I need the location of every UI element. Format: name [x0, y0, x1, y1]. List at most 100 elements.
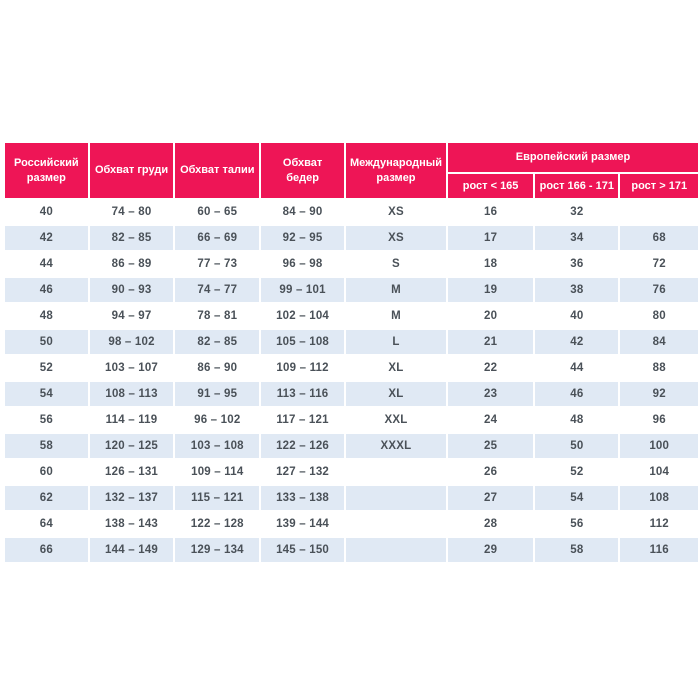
table-cell: 22	[447, 356, 534, 380]
table-cell: 40	[535, 304, 619, 328]
table-row: 50 98 – 102 82 – 85 105 – 108 L 21 42 84	[5, 330, 698, 354]
table-cell: 114 – 119	[89, 408, 174, 432]
table-row: 58 120 – 125 103 – 108 122 – 126 XXXL 25 50 100	[5, 434, 698, 458]
table-cell: 19	[447, 278, 534, 302]
table-cell: 127 – 132	[261, 460, 344, 484]
table-cell: 122 – 126	[261, 434, 344, 458]
table-cell: 108	[620, 486, 698, 510]
table-row: 60 126 – 131 109 – 114 127 – 132 26 52 104	[5, 460, 698, 484]
header-international-size: Международный размер	[345, 143, 446, 198]
table-cell: XS	[345, 200, 446, 224]
table-cell: 54	[535, 486, 619, 510]
table-cell: 77 – 73	[175, 252, 260, 276]
table-cell: 29	[447, 538, 534, 562]
table-cell: 38	[535, 278, 619, 302]
table-cell: 58	[5, 434, 88, 458]
table-cell: 104	[620, 460, 698, 484]
table-cell: 62	[5, 486, 88, 510]
table-cell: XL	[345, 382, 446, 406]
table-cell: 42	[5, 226, 88, 250]
table-cell: 92 – 95	[261, 226, 344, 250]
table-cell: 82 – 85	[175, 330, 260, 354]
table-cell: 117 – 121	[261, 408, 344, 432]
table-cell: 120 – 125	[89, 434, 174, 458]
table-cell: 108 – 113	[89, 382, 174, 406]
header-height-lt-165: рост < 165	[447, 174, 534, 198]
table-cell: 103 – 108	[175, 434, 260, 458]
table-cell: 36	[535, 252, 619, 276]
table-row: 66 144 – 149 129 – 134 145 – 150 29 58 116	[5, 538, 698, 562]
table-cell: 58	[535, 538, 619, 562]
table-cell: 21	[447, 330, 534, 354]
table-cell: 25	[447, 434, 534, 458]
table-cell	[620, 200, 698, 224]
table-cell: XXXL	[345, 434, 446, 458]
table-cell: 96 – 98	[261, 252, 344, 276]
table-cell: 66	[5, 538, 88, 562]
table-cell: 113 – 116	[261, 382, 344, 406]
table-cell: 139 – 144	[261, 512, 344, 536]
header-waist: Обхват талии	[175, 143, 260, 198]
table-cell: 23	[447, 382, 534, 406]
table-cell: 91 – 95	[175, 382, 260, 406]
table-cell: 52	[5, 356, 88, 380]
table-cell: 76	[620, 278, 698, 302]
table-cell: 86 – 90	[175, 356, 260, 380]
table-cell: 66 – 69	[175, 226, 260, 250]
table-cell: 82 – 85	[89, 226, 174, 250]
table-row: 62 132 – 137 115 – 121 133 – 138 27 54 108	[5, 486, 698, 510]
table-row: 54 108 – 113 91 – 95 113 – 116 XL 23 46 92	[5, 382, 698, 406]
table-cell: 52	[535, 460, 619, 484]
table-cell: 48	[5, 304, 88, 328]
table-cell: 84	[620, 330, 698, 354]
table-cell: 17	[447, 226, 534, 250]
table-cell: L	[345, 330, 446, 354]
table-row: 48 94 – 97 78 – 81 102 – 104 M 20 40 80	[5, 304, 698, 328]
table-cell: 96 – 102	[175, 408, 260, 432]
table-cell: 103 – 107	[89, 356, 174, 380]
table-cell: 90 – 93	[89, 278, 174, 302]
table-cell: 27	[447, 486, 534, 510]
table-cell: 84 – 90	[261, 200, 344, 224]
header-chest: Обхват груди	[89, 143, 174, 198]
table-cell: 129 – 134	[175, 538, 260, 562]
table-cell: 133 – 138	[261, 486, 344, 510]
table-cell: 40	[5, 200, 88, 224]
table-row: 46 90 – 93 74 – 77 99 – 101 M 19 38 76	[5, 278, 698, 302]
table-cell	[345, 512, 446, 536]
table-cell: 99 – 101	[261, 278, 344, 302]
table-row: 44 86 – 89 77 – 73 96 – 98 S 18 36 72	[5, 252, 698, 276]
table-cell: 109 – 112	[261, 356, 344, 380]
header-hips: Обхват бедер	[261, 143, 344, 198]
table-cell: 72	[620, 252, 698, 276]
table-cell: 48	[535, 408, 619, 432]
table-cell: 42	[535, 330, 619, 354]
table-row: 56 114 – 119 96 – 102 117 – 121 XXL 24 48 96	[5, 408, 698, 432]
table-cell: 80	[620, 304, 698, 328]
table-cell	[345, 460, 446, 484]
table-cell: 145 – 150	[261, 538, 344, 562]
table-cell: 102 – 104	[261, 304, 344, 328]
table-cell: 34	[535, 226, 619, 250]
table-cell: 112	[620, 512, 698, 536]
table-cell: 60 – 65	[175, 200, 260, 224]
table-cell: 54	[5, 382, 88, 406]
table-cell	[345, 538, 446, 562]
table-cell: M	[345, 278, 446, 302]
table-cell: 115 – 121	[175, 486, 260, 510]
table-cell: 44	[535, 356, 619, 380]
table-cell: 68	[620, 226, 698, 250]
table-row: 40 74 – 80 60 – 65 84 – 90 XS 16 32	[5, 200, 698, 224]
table-cell: 18	[447, 252, 534, 276]
table-cell: 64	[5, 512, 88, 536]
table-cell: 16	[447, 200, 534, 224]
table-cell: 32	[535, 200, 619, 224]
table-cell	[345, 486, 446, 510]
table-cell: 105 – 108	[261, 330, 344, 354]
table-cell: 100	[620, 434, 698, 458]
size-chart-table: Российский размер Обхват груди Обхват та…	[3, 141, 700, 564]
table-cell: 44	[5, 252, 88, 276]
table-cell: 50	[535, 434, 619, 458]
header-russian-size: Российский размер	[5, 143, 88, 198]
